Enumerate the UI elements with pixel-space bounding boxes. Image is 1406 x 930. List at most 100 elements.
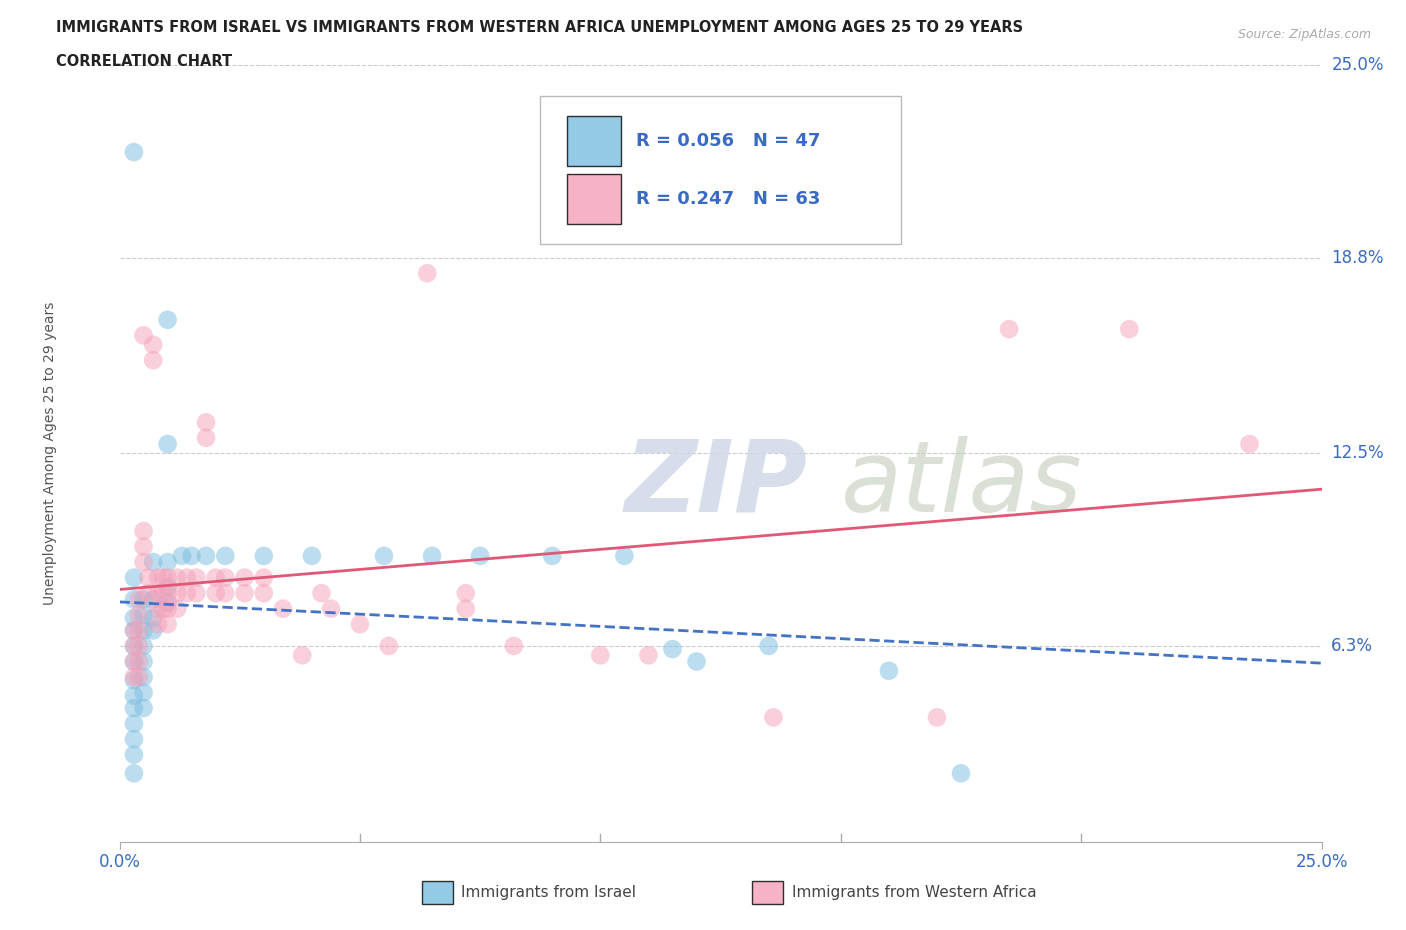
Point bbox=[170, 549, 193, 564]
Point bbox=[661, 642, 683, 657]
Point bbox=[156, 579, 179, 594]
Point bbox=[195, 549, 218, 564]
Text: R = 0.247   N = 63: R = 0.247 N = 63 bbox=[637, 190, 821, 208]
Point bbox=[138, 570, 160, 585]
Point bbox=[949, 766, 972, 781]
Point bbox=[301, 549, 323, 564]
Point bbox=[122, 732, 145, 747]
Point bbox=[637, 648, 659, 663]
Point bbox=[373, 549, 395, 564]
Point bbox=[122, 670, 145, 684]
Point bbox=[128, 607, 150, 622]
Point bbox=[132, 607, 155, 622]
Point bbox=[122, 716, 145, 731]
Point bbox=[204, 586, 226, 601]
Text: 6.3%: 6.3% bbox=[1331, 637, 1374, 655]
Point bbox=[152, 602, 174, 617]
Text: IMMIGRANTS FROM ISRAEL VS IMMIGRANTS FROM WESTERN AFRICA UNEMPLOYMENT AMONG AGES: IMMIGRANTS FROM ISRAEL VS IMMIGRANTS FRO… bbox=[56, 20, 1024, 35]
Point bbox=[195, 431, 218, 445]
Point bbox=[156, 617, 179, 631]
Point bbox=[152, 570, 174, 585]
Point bbox=[128, 623, 150, 638]
Point bbox=[416, 266, 439, 281]
Point bbox=[122, 654, 145, 669]
Point bbox=[132, 639, 155, 654]
Point bbox=[186, 586, 208, 601]
Point bbox=[132, 654, 155, 669]
Point bbox=[311, 586, 333, 601]
Point bbox=[142, 554, 165, 569]
Text: atlas: atlas bbox=[841, 436, 1083, 533]
Point bbox=[146, 570, 169, 585]
Point bbox=[128, 670, 150, 684]
Point bbox=[146, 586, 169, 601]
Point bbox=[214, 549, 236, 564]
Point bbox=[122, 591, 145, 606]
Point bbox=[128, 639, 150, 654]
Point bbox=[152, 586, 174, 601]
FancyBboxPatch shape bbox=[540, 96, 901, 244]
Point bbox=[758, 639, 780, 654]
Text: 18.8%: 18.8% bbox=[1331, 248, 1384, 267]
Point bbox=[762, 710, 785, 724]
Point bbox=[156, 312, 179, 327]
Point bbox=[166, 570, 188, 585]
Point bbox=[146, 602, 169, 617]
Point bbox=[319, 602, 342, 617]
Point bbox=[454, 602, 477, 617]
Point bbox=[132, 670, 155, 684]
Point bbox=[146, 617, 169, 631]
Point bbox=[128, 654, 150, 669]
Text: 12.5%: 12.5% bbox=[1331, 445, 1384, 462]
Point bbox=[998, 322, 1021, 337]
Point bbox=[541, 549, 564, 564]
Point bbox=[685, 654, 707, 669]
Point bbox=[156, 554, 179, 569]
Point bbox=[132, 328, 155, 343]
Text: Immigrants from Western Africa: Immigrants from Western Africa bbox=[792, 885, 1036, 900]
Point bbox=[156, 570, 179, 585]
Point bbox=[378, 639, 401, 654]
Point bbox=[132, 539, 155, 554]
Point bbox=[142, 623, 165, 638]
Text: Immigrants from Israel: Immigrants from Israel bbox=[461, 885, 636, 900]
Point bbox=[420, 549, 443, 564]
Text: ZIP: ZIP bbox=[624, 436, 807, 533]
Point bbox=[253, 549, 276, 564]
Point bbox=[142, 611, 165, 626]
Point bbox=[122, 639, 145, 654]
Point bbox=[122, 654, 145, 669]
Text: R = 0.056   N = 47: R = 0.056 N = 47 bbox=[637, 132, 821, 150]
Point bbox=[122, 145, 145, 160]
Point bbox=[128, 591, 150, 606]
Point bbox=[176, 570, 198, 585]
Point bbox=[454, 586, 477, 601]
Point bbox=[132, 700, 155, 715]
Point bbox=[349, 617, 371, 631]
Text: Source: ZipAtlas.com: Source: ZipAtlas.com bbox=[1237, 28, 1371, 41]
Point bbox=[166, 586, 188, 601]
Point bbox=[142, 352, 165, 367]
Point bbox=[138, 586, 160, 601]
Point bbox=[233, 586, 256, 601]
FancyBboxPatch shape bbox=[567, 174, 621, 224]
Point bbox=[613, 549, 636, 564]
Point bbox=[176, 586, 198, 601]
Point bbox=[186, 570, 208, 585]
Point bbox=[1239, 436, 1261, 451]
Point bbox=[122, 672, 145, 687]
Point bbox=[233, 570, 256, 585]
Point bbox=[271, 602, 294, 617]
Point bbox=[122, 570, 145, 585]
Point bbox=[132, 554, 155, 569]
Point bbox=[589, 648, 612, 663]
Point bbox=[122, 611, 145, 626]
Text: Unemployment Among Ages 25 to 29 years: Unemployment Among Ages 25 to 29 years bbox=[42, 301, 56, 605]
Point bbox=[142, 591, 165, 606]
Text: 25.0%: 25.0% bbox=[1331, 56, 1384, 74]
Point bbox=[156, 602, 179, 617]
Point bbox=[156, 595, 179, 610]
Point bbox=[132, 591, 155, 606]
Point bbox=[122, 700, 145, 715]
Point bbox=[214, 586, 236, 601]
